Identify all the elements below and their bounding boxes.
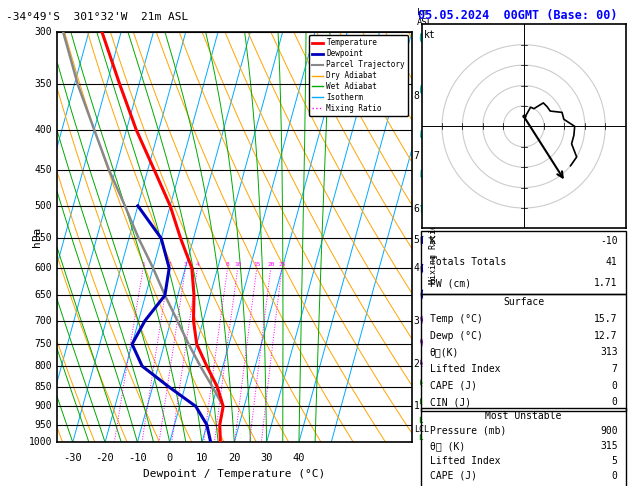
Text: Dewpoint / Temperature (°C): Dewpoint / Temperature (°C) xyxy=(143,469,325,479)
Text: 600: 600 xyxy=(35,263,52,273)
Text: K: K xyxy=(430,236,435,246)
Text: hPa: hPa xyxy=(32,227,42,247)
Text: Temp (°C): Temp (°C) xyxy=(430,314,482,324)
Text: 4: 4 xyxy=(196,262,199,267)
Text: 8: 8 xyxy=(414,91,420,101)
Text: 900: 900 xyxy=(600,426,618,436)
Text: 6: 6 xyxy=(414,204,420,214)
Text: Lifted Index: Lifted Index xyxy=(430,364,500,374)
Text: 2: 2 xyxy=(414,359,420,369)
Text: 650: 650 xyxy=(35,290,52,300)
Text: 1: 1 xyxy=(142,262,145,267)
Text: 450: 450 xyxy=(35,165,52,175)
Text: 700: 700 xyxy=(35,315,52,326)
Text: 3: 3 xyxy=(184,262,187,267)
Text: 800: 800 xyxy=(35,361,52,371)
Text: 500: 500 xyxy=(35,201,52,211)
Text: -34°49'S  301°32'W  21m ASL: -34°49'S 301°32'W 21m ASL xyxy=(6,12,189,22)
Text: 0: 0 xyxy=(167,452,173,463)
Text: 3: 3 xyxy=(414,315,420,326)
Text: 4: 4 xyxy=(414,263,420,273)
Text: θᴇ (K): θᴇ (K) xyxy=(430,441,465,451)
Text: 12.7: 12.7 xyxy=(594,330,618,341)
Text: Lifted Index: Lifted Index xyxy=(430,456,500,466)
Text: 850: 850 xyxy=(35,382,52,392)
Text: 300: 300 xyxy=(35,27,52,36)
Text: CAPE (J): CAPE (J) xyxy=(430,381,477,391)
Text: CAPE (J): CAPE (J) xyxy=(430,470,477,481)
Text: Mixing Ratio (g/kg): Mixing Ratio (g/kg) xyxy=(429,190,438,284)
Text: Dewp (°C): Dewp (°C) xyxy=(430,330,482,341)
Text: LCL: LCL xyxy=(414,425,429,434)
Text: 5: 5 xyxy=(612,456,618,466)
Text: 10: 10 xyxy=(234,262,242,267)
Text: 10: 10 xyxy=(196,452,208,463)
Text: 1.71: 1.71 xyxy=(594,278,618,289)
Text: 7: 7 xyxy=(414,151,420,161)
Text: 8: 8 xyxy=(226,262,230,267)
Text: km
ASL: km ASL xyxy=(417,8,433,28)
Text: -30: -30 xyxy=(64,452,82,463)
Legend: Temperature, Dewpoint, Parcel Trajectory, Dry Adiabat, Wet Adiabat, Isotherm, Mi: Temperature, Dewpoint, Parcel Trajectory… xyxy=(309,35,408,116)
Text: kt: kt xyxy=(423,31,435,40)
Text: 750: 750 xyxy=(35,339,52,349)
Text: -10: -10 xyxy=(600,236,618,246)
Text: 1: 1 xyxy=(414,400,420,411)
Text: 40: 40 xyxy=(292,452,305,463)
Text: 05.05.2024  00GMT (Base: 00): 05.05.2024 00GMT (Base: 00) xyxy=(418,9,618,22)
Text: 1000: 1000 xyxy=(28,437,52,447)
Text: Pressure (mb): Pressure (mb) xyxy=(430,426,506,436)
Text: 0: 0 xyxy=(612,398,618,407)
Text: 315: 315 xyxy=(600,441,618,451)
Text: PW (cm): PW (cm) xyxy=(430,278,470,289)
Text: Most Unstable: Most Unstable xyxy=(486,411,562,421)
Text: Totals Totals: Totals Totals xyxy=(430,258,506,267)
Text: 950: 950 xyxy=(35,420,52,430)
Text: 7: 7 xyxy=(612,364,618,374)
Text: 400: 400 xyxy=(35,125,52,135)
Text: 2: 2 xyxy=(167,262,171,267)
Text: -10: -10 xyxy=(128,452,147,463)
Text: 20: 20 xyxy=(228,452,240,463)
Text: 15: 15 xyxy=(253,262,260,267)
Text: CIN (J): CIN (J) xyxy=(430,398,470,407)
Text: 350: 350 xyxy=(35,79,52,89)
Text: 30: 30 xyxy=(260,452,273,463)
Text: 41: 41 xyxy=(606,258,618,267)
Text: 313: 313 xyxy=(600,347,618,357)
Text: 550: 550 xyxy=(35,233,52,243)
Text: 20: 20 xyxy=(267,262,274,267)
Text: -20: -20 xyxy=(96,452,114,463)
Text: θᴇ(K): θᴇ(K) xyxy=(430,347,459,357)
Text: 5: 5 xyxy=(414,235,420,244)
Text: Surface: Surface xyxy=(503,297,544,307)
Text: 0: 0 xyxy=(612,381,618,391)
Text: 0: 0 xyxy=(612,470,618,481)
Text: 15.7: 15.7 xyxy=(594,314,618,324)
Text: 900: 900 xyxy=(35,401,52,411)
Text: 25: 25 xyxy=(278,262,286,267)
